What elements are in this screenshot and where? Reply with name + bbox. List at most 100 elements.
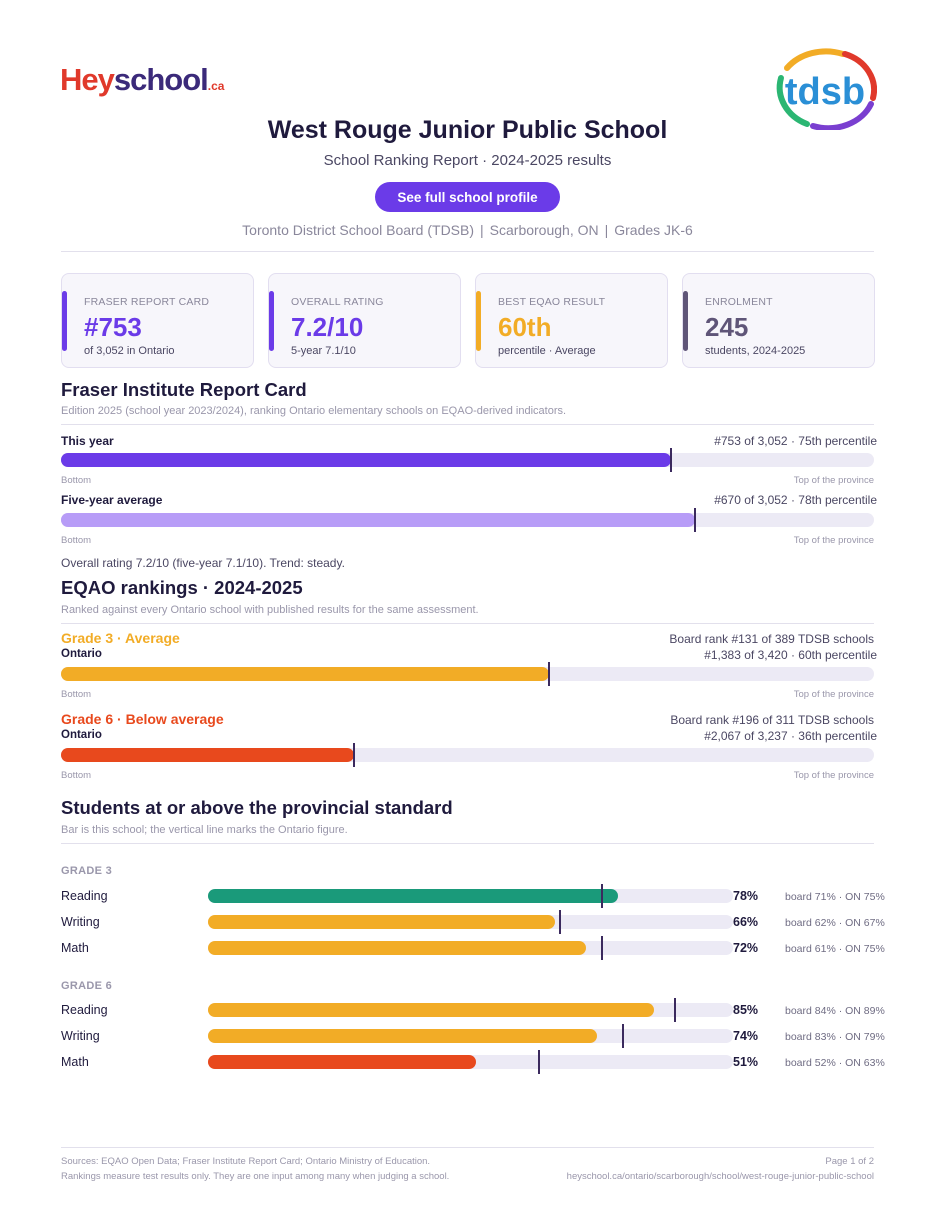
card-sub: percentile · Average bbox=[498, 345, 596, 357]
bar-top-label: Top of the province bbox=[793, 475, 874, 486]
fraser-row-label: This year bbox=[61, 434, 114, 448]
fraser-bar bbox=[61, 448, 874, 472]
subject-label: Reading bbox=[61, 889, 108, 903]
subject-bar bbox=[208, 910, 733, 934]
eqao-description: Ranked against every Ontario school with… bbox=[61, 604, 479, 616]
card-sub: 5-year 7.1/10 bbox=[291, 345, 356, 357]
ontario-marker bbox=[537, 1050, 540, 1074]
subject-percent: 72% bbox=[733, 941, 759, 955]
eqao-bar-fill bbox=[61, 667, 549, 681]
logo-hey-text: Hey bbox=[60, 62, 115, 97]
eqao-bar bbox=[61, 743, 874, 767]
subject-percent: 51% bbox=[733, 1055, 759, 1069]
ontario-marker bbox=[558, 910, 561, 934]
footer-url[interactable]: heyschool.ca/ontario/scarborough/school/… bbox=[566, 1171, 874, 1182]
standard-divider bbox=[61, 843, 874, 844]
subject-percent: 66% bbox=[733, 915, 759, 929]
bar-bottom-label: Bottom bbox=[61, 475, 92, 486]
logo-school-text: school bbox=[113, 62, 209, 97]
fraser-bar-marker bbox=[694, 508, 697, 532]
subject-compare: board 83% · ON 79% bbox=[785, 1031, 885, 1043]
eqao-bar bbox=[61, 662, 874, 686]
eqao-bar-fill bbox=[61, 748, 354, 762]
card-value: #753 bbox=[84, 312, 142, 342]
footer-page: Page 1 of 2 bbox=[825, 1156, 874, 1167]
eqao-grade-sub: Ontario bbox=[61, 648, 102, 660]
card-fraser: FRASER REPORT CARD #753 of 3,052 in Onta… bbox=[61, 273, 254, 368]
standard-heading: Students at or above the provincial stan… bbox=[61, 797, 453, 818]
footer-right: Page 1 of 2 heyschool.ca/ontario/scarbor… bbox=[567, 1154, 874, 1184]
fraser-row-label: Five-year average bbox=[61, 493, 163, 507]
subject-compare: board 71% · ON 75% bbox=[785, 891, 885, 903]
tdsb-logo-text: tdsb bbox=[785, 71, 865, 113]
card-sub: students, 2024-2025 bbox=[705, 345, 806, 357]
fraser-bar bbox=[61, 508, 874, 532]
card-value: 245 bbox=[705, 312, 749, 342]
subject-label: Math bbox=[61, 941, 89, 955]
card-value: 60th bbox=[498, 312, 552, 342]
card-overall-rating: OVERALL RATING 7.2/10 5-year 7.1/10 bbox=[268, 273, 461, 368]
bar-top-label: Top of the province bbox=[793, 770, 874, 781]
ontario-marker bbox=[621, 1024, 624, 1048]
logo-ca-text: .ca bbox=[207, 79, 225, 93]
report-year: 2024-2025 results bbox=[491, 152, 612, 169]
eqao-province-rank: #1,383 of 3,420 · 60th percentile bbox=[704, 648, 877, 662]
subject-bar bbox=[208, 1050, 733, 1074]
card-label: BEST EQAO RESULT bbox=[498, 296, 606, 308]
report-subtitle: School Ranking Report · 2024-2025 result… bbox=[323, 152, 612, 169]
footer-disclaimer: Rankings measure test results only. They… bbox=[61, 1171, 450, 1182]
subject-compare: board 84% · ON 89% bbox=[785, 1005, 885, 1017]
school-name: West Rouge Junior Public School bbox=[267, 116, 668, 144]
bar-top-label: Top of the province bbox=[793, 689, 874, 700]
grade-group-title: GRADE 6 bbox=[61, 980, 112, 992]
card-accent bbox=[476, 291, 481, 351]
card-accent bbox=[269, 291, 274, 351]
subject-percent: 78% bbox=[733, 889, 759, 903]
fraser-bar-fill bbox=[61, 453, 671, 467]
fraser-note: Overall rating 7.2/10 (five-year 7.1/10)… bbox=[61, 556, 345, 570]
card-accent bbox=[62, 291, 67, 351]
fraser-bar-marker bbox=[669, 448, 672, 472]
footer-divider bbox=[61, 1147, 874, 1148]
subject-label: Writing bbox=[61, 1029, 100, 1043]
subject-bar bbox=[208, 936, 733, 960]
eqao-bar-marker bbox=[547, 662, 550, 686]
meta-grades: Grades JK-6 bbox=[614, 222, 693, 238]
card-value: 7.2/10 bbox=[291, 312, 364, 342]
subject-percent: 85% bbox=[733, 1003, 759, 1017]
card-best-eqao: BEST EQAO RESULT 60th percentile · Avera… bbox=[475, 273, 668, 368]
card-label: ENROLMENT bbox=[705, 296, 773, 308]
card-accent bbox=[683, 291, 688, 351]
bar-top-label: Top of the province bbox=[793, 535, 874, 546]
fraser-description: Edition 2025 (school year 2023/2024), ra… bbox=[61, 405, 567, 417]
subject-compare: board 62% · ON 67% bbox=[785, 917, 885, 929]
subject-bar-fill bbox=[208, 1003, 655, 1017]
subject-bar-fill bbox=[208, 941, 586, 955]
eqao-province-rank: #2,067 of 3,237 · 36th percentile bbox=[704, 729, 877, 743]
subject-label: Writing bbox=[61, 915, 100, 929]
fraser-heading: Fraser Institute Report Card bbox=[61, 379, 307, 400]
school-meta: Toronto District School Board (TDSB) | Sca… bbox=[242, 222, 693, 238]
card-enrolment: ENROLMENT 245 students, 2024-2025 bbox=[682, 273, 875, 368]
eqao-heading: EQAO rankings · 2024-2025 bbox=[61, 577, 303, 598]
subject-bar bbox=[208, 884, 733, 908]
heyschool-logo: Heyschool.ca bbox=[60, 62, 224, 98]
subject-bar bbox=[208, 998, 733, 1022]
bar-bottom-label: Bottom bbox=[61, 535, 92, 546]
eqao-board-rank: Board rank #131 of 389 TDSB schools bbox=[669, 632, 874, 646]
card-sub: of 3,052 in Ontario bbox=[84, 345, 175, 357]
card-label: FRASER REPORT CARD bbox=[84, 296, 210, 308]
subject-bar bbox=[208, 1024, 733, 1048]
ontario-marker bbox=[600, 884, 603, 908]
standard-description: Bar is this school; the vertical line ma… bbox=[61, 824, 348, 836]
report-type: School Ranking Report bbox=[323, 152, 478, 169]
eqao-divider bbox=[61, 623, 874, 624]
meta-board: Toronto District School Board (TDSB) bbox=[242, 222, 475, 238]
grade-group-title: GRADE 3 bbox=[61, 865, 112, 877]
full-profile-button[interactable]: See full school profile bbox=[375, 182, 560, 212]
subject-bar-fill bbox=[208, 1055, 476, 1069]
meta-location: Scarborough, ON bbox=[489, 222, 599, 238]
fraser-bar-fill bbox=[61, 513, 696, 527]
fraser-divider bbox=[61, 424, 874, 425]
card-label: OVERALL RATING bbox=[291, 296, 384, 308]
